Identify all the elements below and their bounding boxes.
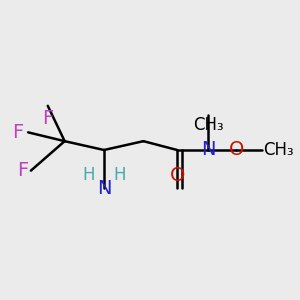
Text: N: N [97, 179, 111, 198]
Text: F: F [13, 123, 24, 142]
Text: F: F [17, 161, 28, 180]
Text: O: O [229, 140, 244, 160]
Text: N: N [201, 140, 215, 160]
Text: O: O [169, 166, 185, 185]
Text: CH₃: CH₃ [263, 141, 294, 159]
Text: F: F [42, 109, 53, 128]
Text: H: H [113, 166, 126, 184]
Text: CH₃: CH₃ [193, 116, 224, 134]
Text: H: H [82, 166, 95, 184]
